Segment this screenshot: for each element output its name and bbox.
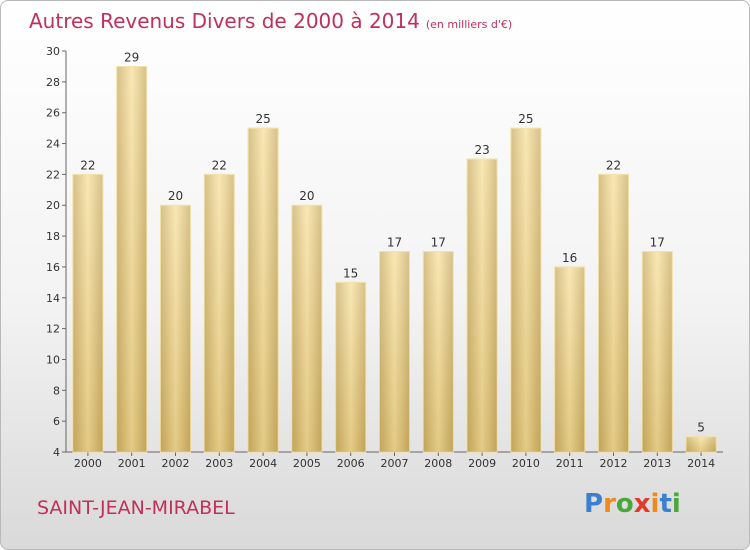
bar-value-label: 22 xyxy=(606,158,621,172)
brand-letter: r xyxy=(603,489,616,519)
bar-group: 16 xyxy=(554,251,586,453)
x-tick-label: 2001 xyxy=(118,457,146,470)
y-tick-label: 28 xyxy=(46,76,60,89)
x-tick-label: 2003 xyxy=(205,457,233,470)
y-tick-label: 6 xyxy=(53,415,60,428)
x-tick-label: 2006 xyxy=(337,457,365,470)
chart-title-text: Autres Revenus Divers de 2000 à 2014 xyxy=(29,9,420,33)
bar-shade xyxy=(598,174,629,452)
brand-logo[interactable]: Proxiti xyxy=(584,489,681,519)
x-tick-label: 2012 xyxy=(600,457,628,470)
y-tick-label: 16 xyxy=(46,261,60,274)
bar-shade xyxy=(642,251,673,452)
bar-value-label: 17 xyxy=(650,236,665,250)
y-tick-label: 12 xyxy=(46,323,60,336)
bar-value-label: 15 xyxy=(343,266,358,280)
x-tick-label: 2011 xyxy=(556,457,584,470)
bar-group: 20 xyxy=(160,189,191,453)
place-name: SAINT-JEAN-MIRABEL xyxy=(37,497,235,519)
bar-shade xyxy=(335,282,366,452)
y-tick-label: 24 xyxy=(46,138,60,151)
bar-group: 22 xyxy=(72,158,104,453)
bar-group: 29 xyxy=(116,50,148,453)
bar-value-label: 25 xyxy=(255,112,270,126)
x-tick-label: 2008 xyxy=(424,457,452,470)
y-tick-label: 10 xyxy=(46,353,60,366)
bar-group: 22 xyxy=(598,158,629,453)
y-tick-label: 18 xyxy=(46,230,60,243)
bar-shade xyxy=(160,205,191,452)
brand-letter: i xyxy=(671,489,681,519)
y-tick-label: 22 xyxy=(46,168,60,181)
bar-value-label: 22 xyxy=(212,158,227,172)
brand-letter: o xyxy=(615,489,634,519)
bar-shade xyxy=(423,251,454,452)
x-tick-label: 2004 xyxy=(249,457,277,470)
brand-letter: i xyxy=(650,489,660,519)
bar-value-label: 20 xyxy=(168,189,183,203)
bar-shade xyxy=(510,128,541,452)
bar-group: 17 xyxy=(379,236,410,453)
y-tick-label: 4 xyxy=(53,446,60,459)
x-tick-label: 2010 xyxy=(512,457,540,470)
brand-letter: x xyxy=(633,489,651,519)
bar-value-label: 5 xyxy=(697,421,705,435)
chart-title: Autres Revenus Divers de 2000 à 2014 (en … xyxy=(29,9,512,33)
bar-shade xyxy=(204,174,235,452)
bar-value-label: 16 xyxy=(562,251,577,265)
bar-value-label: 17 xyxy=(387,236,402,250)
bar-value-label: 20 xyxy=(299,189,314,203)
x-tick-label: 2014 xyxy=(687,457,715,470)
bar-shade xyxy=(248,128,279,452)
bar-group: 22 xyxy=(203,158,235,453)
bar-value-label: 29 xyxy=(124,50,139,64)
bar-group: 23 xyxy=(466,143,498,453)
y-tick-label: 26 xyxy=(46,107,60,120)
x-tick-label: 2009 xyxy=(468,457,496,470)
y-tick-label: 30 xyxy=(46,45,60,58)
bar-shade xyxy=(467,158,498,452)
bar-shade xyxy=(116,66,147,452)
bar-shade xyxy=(554,266,585,452)
bar-shade xyxy=(686,436,717,452)
x-tick-label: 2000 xyxy=(74,457,102,470)
bar-shade xyxy=(291,205,322,452)
chart-subtitle: (en milliers d'€) xyxy=(425,18,513,31)
bar-shade xyxy=(379,251,410,452)
x-tick-label: 2002 xyxy=(162,457,190,470)
bar-shade xyxy=(72,174,103,452)
bar-value-label: 17 xyxy=(431,236,446,250)
bar-value-label: 23 xyxy=(474,143,489,157)
bar-value-label: 25 xyxy=(518,112,533,126)
bar-group: 17 xyxy=(422,236,454,453)
bar-group: 15 xyxy=(335,266,367,453)
bar-value-label: 22 xyxy=(80,158,95,172)
x-tick-label: 2007 xyxy=(381,457,409,470)
y-tick-label: 14 xyxy=(46,292,60,305)
y-tick-label: 8 xyxy=(53,384,60,397)
bar-group: 25 xyxy=(510,112,542,453)
brand-letter: P xyxy=(584,489,604,519)
bar-group: 17 xyxy=(641,236,673,453)
bar-group: 25 xyxy=(247,112,279,453)
brand-letter: t xyxy=(659,489,672,519)
bar-group: 5 xyxy=(685,421,717,453)
y-tick-label: 20 xyxy=(46,199,60,212)
bar-group: 20 xyxy=(291,189,323,453)
x-tick-label: 2013 xyxy=(643,457,671,470)
x-tick-label: 2005 xyxy=(293,457,321,470)
